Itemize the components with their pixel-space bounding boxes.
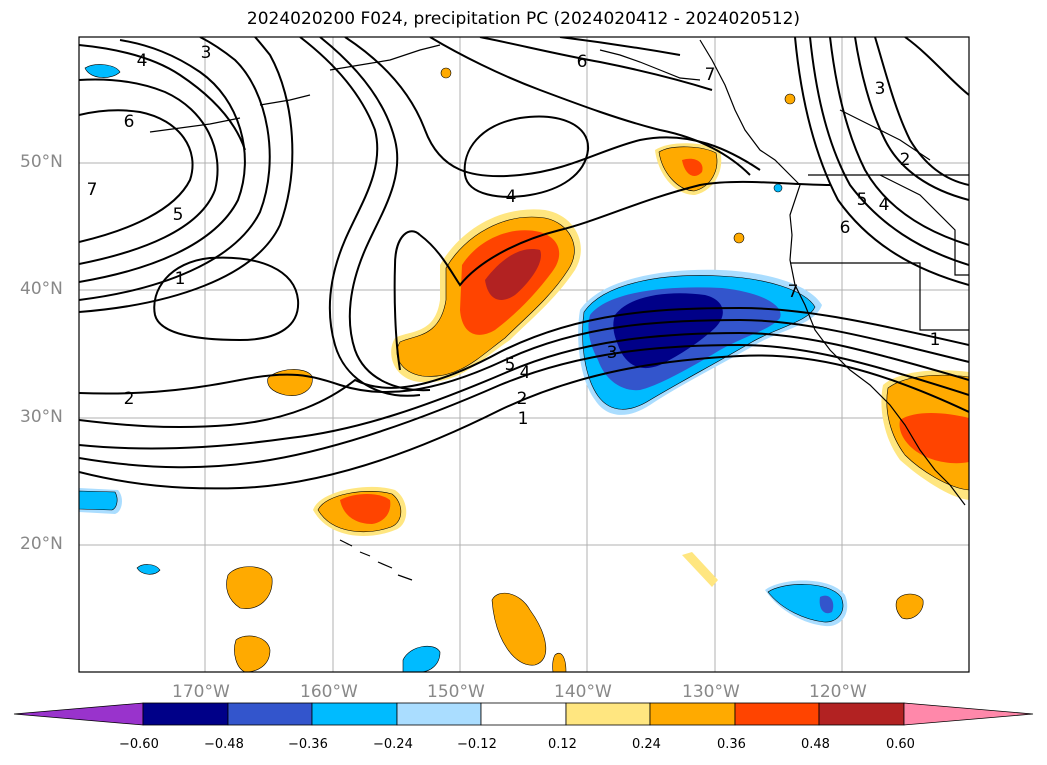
contour-label: 3 xyxy=(201,43,212,63)
longitude-label: 160°W xyxy=(300,682,358,702)
contour-label: 5 xyxy=(505,355,516,375)
latitude-label: 20°N xyxy=(20,534,63,554)
contour-label: 5 xyxy=(857,190,868,210)
longitude-label: 150°W xyxy=(427,682,485,702)
contour-label: 6 xyxy=(124,112,135,132)
contour-label: 5 xyxy=(173,205,184,225)
negative-anomaly-areas xyxy=(79,64,848,672)
colorbar-segment xyxy=(649,702,736,726)
colorbar-tick-label: 0.60 xyxy=(886,737,915,752)
contour-label: 3 xyxy=(875,79,886,99)
colorbar-tick-label: 0.24 xyxy=(632,737,661,752)
latitude-label: 50°N xyxy=(20,152,63,172)
colorbar-segment xyxy=(227,702,313,726)
longitude-label: 170°W xyxy=(172,682,230,702)
contour-label: 4 xyxy=(506,187,517,207)
contour-label: 4 xyxy=(137,51,148,71)
colorbar-tick-label: −0.24 xyxy=(373,737,413,752)
contour-label: 1 xyxy=(930,330,941,350)
colorbar-tick-label: 0.48 xyxy=(801,737,830,752)
colorbar-segment xyxy=(903,702,1034,726)
contour-label: 4 xyxy=(520,363,531,383)
colorbar-segment xyxy=(565,702,651,726)
plot-frame xyxy=(78,36,970,673)
colorbar-tick-label: −0.36 xyxy=(288,737,328,752)
colorbar-segment xyxy=(734,702,820,726)
contour-label: 2 xyxy=(900,150,911,170)
colorbar-tick-label: 0.12 xyxy=(548,737,577,752)
colorbar-segment xyxy=(818,702,905,726)
longitude-label: 140°W xyxy=(554,682,612,702)
colorbar-tick-label: −0.12 xyxy=(457,737,497,752)
colorbar-tick-label: −0.48 xyxy=(204,737,244,752)
colorbar xyxy=(13,702,1034,726)
contour-label: 2 xyxy=(124,389,135,409)
latitude-label: 40°N xyxy=(20,279,63,299)
map-title: 2024020200 F024, precipitation PC (20240… xyxy=(246,9,801,29)
colorbar-segment xyxy=(13,702,144,726)
contour-label: 1 xyxy=(175,269,186,289)
colorbar-segment xyxy=(311,702,398,726)
contour-label: 7 xyxy=(705,65,716,85)
contour-label: 6 xyxy=(577,52,588,72)
latitude-label: 30°N xyxy=(20,407,63,427)
colorbar-segment xyxy=(142,702,229,726)
contour-label: 1 xyxy=(518,409,529,429)
colorbar-segment xyxy=(480,702,567,726)
contour-label: 6 xyxy=(840,218,851,238)
contour-lines xyxy=(79,37,969,490)
contour-label: 7 xyxy=(788,282,799,302)
contour-labels: 4 3 6 6 7 5 1 2 4 5 4 2 1 3 7 3 2 5 4 6 … xyxy=(87,43,941,429)
contour-label: 2 xyxy=(517,389,528,409)
contour-label: 4 xyxy=(879,195,890,215)
plot-area: 4 3 6 6 7 5 1 2 4 5 4 2 1 3 7 3 2 5 4 6 … xyxy=(79,37,969,672)
colorbar-segment xyxy=(396,702,482,726)
longitude-label: 130°W xyxy=(682,682,740,702)
contour-label: 3 xyxy=(607,343,618,363)
colorbar-tick-label: −0.60 xyxy=(119,737,159,752)
positive-anomaly-areas xyxy=(226,67,969,672)
longitude-label: 120°W xyxy=(809,682,867,702)
colorbar-tick-label: 0.36 xyxy=(717,737,746,752)
contour-label: 7 xyxy=(87,180,98,200)
